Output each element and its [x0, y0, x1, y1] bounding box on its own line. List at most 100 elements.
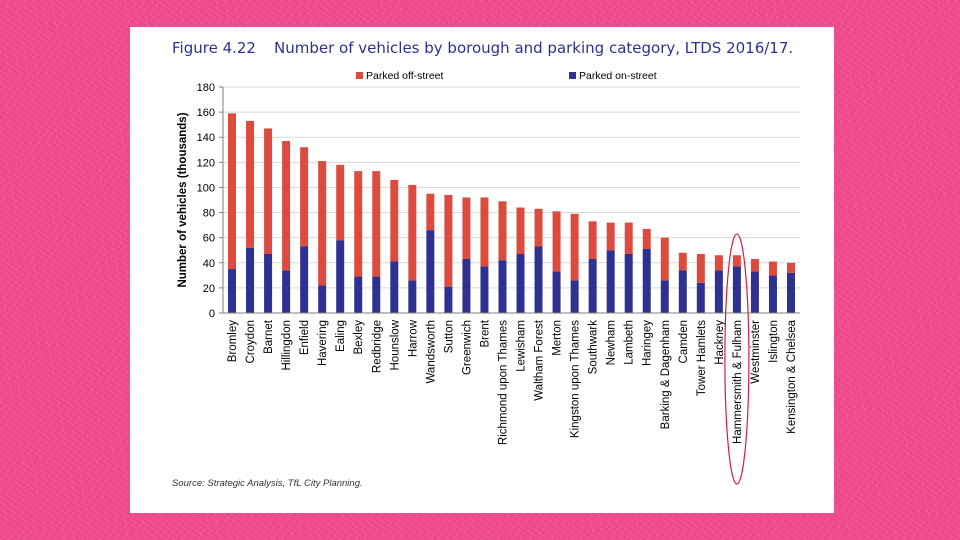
x-tick-havering: Havering — [317, 320, 329, 366]
bar-off-street-enfield — [300, 147, 309, 247]
bar-on-street-havering — [318, 285, 327, 313]
source-note: Source: Strategic Analysis, TfL City Pla… — [172, 478, 363, 489]
x-tick-redbridge: Redbridge — [371, 320, 383, 373]
bar-off-street-bexley — [354, 171, 363, 277]
bar-on-street-kensington-chelsea — [786, 272, 795, 313]
x-tick-labels: Bromley Croydon Barnet Hillingdon Enfield Hav… — [227, 319, 798, 445]
figure-number: Figure 4.22 — [172, 39, 256, 57]
legend: Parked off-street Parked on-street — [356, 70, 657, 82]
x-tick-greenwich: Greenwich — [461, 320, 473, 375]
x-tick-wandsworth: Wandsworth — [425, 320, 437, 384]
x-tick-bromley: Bromley — [227, 320, 239, 362]
x-tick-merton: Merton — [552, 320, 564, 356]
x-tick-barking-dagenham: Barking & Dagenham — [660, 320, 672, 429]
bar-on-street-enfield — [300, 246, 309, 313]
y-tick-100: 100 — [197, 182, 215, 194]
legend-label-parked-on-street: Parked on-street — [579, 70, 657, 82]
bar-off-street-islington — [768, 261, 777, 276]
bar-off-street-lewisham — [516, 207, 525, 254]
y-tick-20: 20 — [203, 283, 215, 295]
x-tick-hounslow: Hounslow — [389, 319, 401, 370]
y-tick-140: 140 — [197, 132, 215, 144]
x-tick-sutton: Sutton — [443, 320, 455, 353]
x-tick-hackney: Hackney — [714, 320, 726, 365]
y-axis-label: Number of vehicles (thousands) — [177, 112, 189, 287]
bar-on-street-redbridge — [372, 276, 381, 313]
bar-off-street-hillingdon — [282, 140, 291, 271]
bar-off-street-greenwich — [462, 197, 471, 260]
bar-on-street-richmond-upon-thames — [498, 260, 507, 313]
bar-off-street-sutton — [444, 194, 453, 287]
x-tick-hammersmith-fulham: Hammersmith & Fulham — [732, 320, 744, 444]
bar-off-street-barnet — [264, 128, 273, 254]
bar-on-street-barking-dagenham — [660, 280, 669, 313]
bar-on-street-sutton — [444, 286, 453, 313]
x-tick-southwark: Southwark — [588, 320, 600, 375]
y-tick-0: 0 — [209, 308, 215, 320]
x-tick-newham: Newham — [606, 320, 618, 365]
bar-on-street-camden — [678, 270, 687, 313]
bar-on-street-hackney — [714, 270, 723, 313]
bar-on-street-barnet — [264, 253, 273, 313]
y-tick-180: 180 — [197, 82, 215, 94]
bar-off-street-haringey — [642, 228, 651, 249]
x-tick-croydon: Croydon — [245, 320, 257, 363]
bar-on-street-bexley — [354, 276, 363, 313]
bar-on-street-southwark — [588, 259, 597, 313]
bar-on-street-hillingdon — [282, 270, 291, 313]
x-tick-bexley: Bexley — [353, 320, 365, 355]
x-tick-richmond-upon-thames: Richmond upon Thames — [497, 320, 509, 445]
bar-on-street-wandsworth — [426, 230, 435, 313]
bar-on-street-islington — [768, 275, 777, 313]
bar-on-street-hammersmith-fulham — [732, 266, 741, 313]
x-tick-westminster: Westminster — [750, 320, 762, 384]
bar-off-street-barking-dagenham — [660, 237, 669, 281]
figure-title-text: Number of vehicles by borough and parkin… — [274, 39, 794, 57]
x-tick-haringey: Haringey — [642, 320, 654, 366]
bar-on-street-merton — [552, 271, 561, 313]
y-tick-60: 60 — [203, 233, 215, 245]
bar-off-street-hackney — [714, 255, 723, 271]
bar-on-street-lambeth — [624, 253, 633, 313]
x-tick-lewisham: Lewisham — [516, 320, 528, 372]
x-tick-tower-hamlets: Tower Hamlets — [696, 320, 708, 396]
bar-on-street-lewisham — [516, 253, 525, 313]
bar-on-street-brent — [480, 266, 489, 313]
y-tick-120: 120 — [197, 157, 215, 169]
figure-title: Figure 4.22 Number of vehicles by borough… — [172, 39, 793, 57]
bar-off-street-brent — [480, 197, 489, 267]
bar-off-street-westminster — [750, 259, 759, 272]
bar-off-street-redbridge — [372, 171, 381, 277]
bar-on-street-bromley — [228, 269, 237, 313]
bar-on-street-kingston-upon-thames — [570, 280, 579, 313]
bar-on-street-waltham-forest — [534, 246, 543, 313]
bar-off-street-wandsworth — [426, 193, 435, 231]
bars — [228, 113, 795, 313]
legend-swatch-parked-off-street — [356, 72, 363, 79]
x-tick-ealing: Ealing — [335, 320, 347, 352]
bar-on-street-croydon — [246, 247, 255, 313]
bar-off-street-hounslow — [390, 179, 399, 262]
axes — [219, 86, 800, 314]
bar-off-street-merton — [552, 211, 561, 272]
bar-off-street-hammersmith-fulham — [732, 255, 741, 267]
gridlines — [223, 86, 800, 289]
stacked-bar-chart: 0 20 40 60 80 100 120 140 160 180 Bromley Croydon B… — [177, 70, 800, 485]
slide-card: Figure 4.22 Number of vehicles by borough… — [130, 27, 834, 513]
x-tick-waltham-forest: Waltham Forest — [534, 319, 546, 401]
x-tick-harrow: Harrow — [407, 319, 419, 357]
bar-on-street-ealing — [336, 240, 345, 313]
bar-on-street-hounslow — [390, 261, 399, 313]
y-tick-160: 160 — [197, 107, 215, 119]
bar-off-street-bromley — [228, 113, 237, 270]
highlight-ellipse — [724, 233, 750, 485]
x-tick-kingston-upon-thames: Kingston upon Thames — [570, 320, 582, 438]
x-tick-lambeth: Lambeth — [624, 320, 636, 365]
bar-off-street-camden — [678, 252, 687, 271]
bar-off-street-harrow — [408, 184, 417, 281]
bar-off-street-newham — [606, 222, 615, 251]
y-tick-80: 80 — [203, 208, 215, 220]
y-tick-40: 40 — [203, 258, 215, 270]
bar-off-street-tower-hamlets — [696, 253, 705, 283]
bar-off-street-ealing — [336, 164, 345, 241]
